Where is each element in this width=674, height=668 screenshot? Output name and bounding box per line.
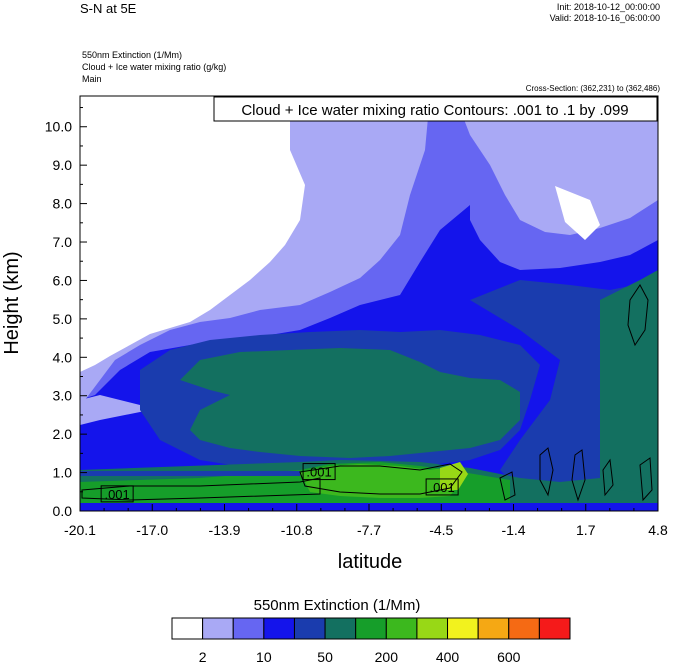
x-tick-label: -1.4 <box>501 522 525 538</box>
contour-line <box>602 458 614 497</box>
x-tick-label: -4.5 <box>429 522 453 538</box>
contour-labels: .001 .001 .001 <box>100 463 459 503</box>
colorbar-swatch <box>355 617 387 640</box>
contour-label: .001 <box>306 465 331 480</box>
extinction-field <box>80 96 658 511</box>
x-tick-label: -7.7 <box>357 522 381 538</box>
contour-line <box>627 284 649 347</box>
colorbar-swatch <box>202 617 234 640</box>
field-level-yellow-green <box>440 462 468 490</box>
field-level-teal <box>180 348 520 458</box>
y-tick-label: 8.0 <box>53 196 73 212</box>
field-level-dark-blue <box>80 471 300 476</box>
page-title: S-N at 5E <box>80 1 137 16</box>
contour-label-box <box>425 478 459 496</box>
contour-line <box>81 477 321 501</box>
y-tick-label: 2.0 <box>53 426 73 442</box>
x-tick-label: -20.1 <box>64 522 96 538</box>
y-tick-label: 0.0 <box>53 503 73 519</box>
colorbar-swatch <box>324 617 357 640</box>
info-box: Cloud + Ice water mixing ratio Contours:… <box>213 96 658 122</box>
colorbar-swatch <box>416 617 449 640</box>
y-tick-label: 6.0 <box>53 272 73 288</box>
contour-label: .001 <box>429 480 454 495</box>
field-main: Main <box>82 74 102 84</box>
colorbar-swatch <box>263 617 295 640</box>
y-tick-label: 1.0 <box>53 465 73 481</box>
colorbar-swatch <box>385 617 418 640</box>
x-tick-label: -17.0 <box>136 522 168 538</box>
contour-line <box>499 471 516 501</box>
x-tick-label: -13.9 <box>209 522 241 538</box>
x-tick-label: 1.7 <box>576 522 596 538</box>
cross-section-label: Cross-Section: (362,231) to (362,486) <box>525 84 660 93</box>
contour-line <box>299 463 463 495</box>
field-level-light-purple <box>80 395 150 425</box>
field-cloud-ice: Cloud + Ice water mixing ratio (g/kg) <box>82 62 227 72</box>
colorbar-swatch <box>232 617 265 640</box>
y-axis-label: Height (km) <box>1 251 23 354</box>
valid-time: Valid: 2018-10-16_06:00:00 <box>549 13 660 23</box>
colorbar-label: 2 <box>199 649 207 665</box>
info-box-frame <box>213 96 658 122</box>
colorbar-label: 10 <box>256 649 272 665</box>
contours <box>81 284 653 502</box>
contour-info-label: Cloud + Ice water mixing ratio Contours:… <box>241 102 628 119</box>
x-tick-label: -10.8 <box>281 522 313 538</box>
y-tick-label: 3.0 <box>53 388 73 404</box>
y-tick-label: 10.0 <box>45 119 72 135</box>
colorbar-label: 400 <box>436 649 460 665</box>
contour-label: .001 <box>104 487 129 502</box>
contour-line <box>539 447 554 497</box>
y-tick-label: 9.0 <box>53 157 73 173</box>
colorbar-swatch <box>538 617 571 640</box>
field-level-teal <box>600 270 658 511</box>
x-tick-label: 4.8 <box>648 522 668 538</box>
y-tick-label: 4.0 <box>53 349 73 365</box>
contour-line <box>639 457 653 502</box>
field-extinction: 550nm Extinction (1/Mm) <box>82 50 183 60</box>
colorbar: 2 10 50 200 400 600 <box>171 617 571 665</box>
colorbar-swatch <box>508 617 540 640</box>
contour-line <box>571 449 586 502</box>
colorbar-swatch <box>293 617 326 640</box>
x-axis-label: latitude <box>338 551 403 573</box>
colorbar-label: 50 <box>317 649 333 665</box>
field-level-white <box>555 186 600 240</box>
x-axis: -20.1 -17.0 -13.9 -10.8 -7.7 -4.5 -1.4 1.7 4.8 <box>64 504 668 538</box>
colorbar-swatch <box>171 617 204 640</box>
init-time: Init: 2018-10-12_00:00:00 <box>556 2 660 12</box>
field-level-light-green <box>300 464 465 498</box>
field-level-white <box>80 96 305 372</box>
y-axis: 0.0 1.0 2.0 3.0 4.0 5.0 6.0 7.0 8.0 9.0 10.0 <box>45 107 87 519</box>
contour-label-box <box>100 485 134 503</box>
contour-label-box <box>302 463 336 481</box>
y-tick-label: 5.0 <box>53 311 73 327</box>
colorbar-title: 550nm Extinction (1/Mm) <box>253 597 421 614</box>
colorbar-swatch <box>447 617 479 640</box>
colorbar-label: 600 <box>497 649 521 665</box>
field-level-light-purple <box>455 96 658 235</box>
y-tick-label: 7.0 <box>53 234 73 250</box>
colorbar-label: 200 <box>375 649 399 665</box>
colorbar-swatch <box>477 617 510 640</box>
